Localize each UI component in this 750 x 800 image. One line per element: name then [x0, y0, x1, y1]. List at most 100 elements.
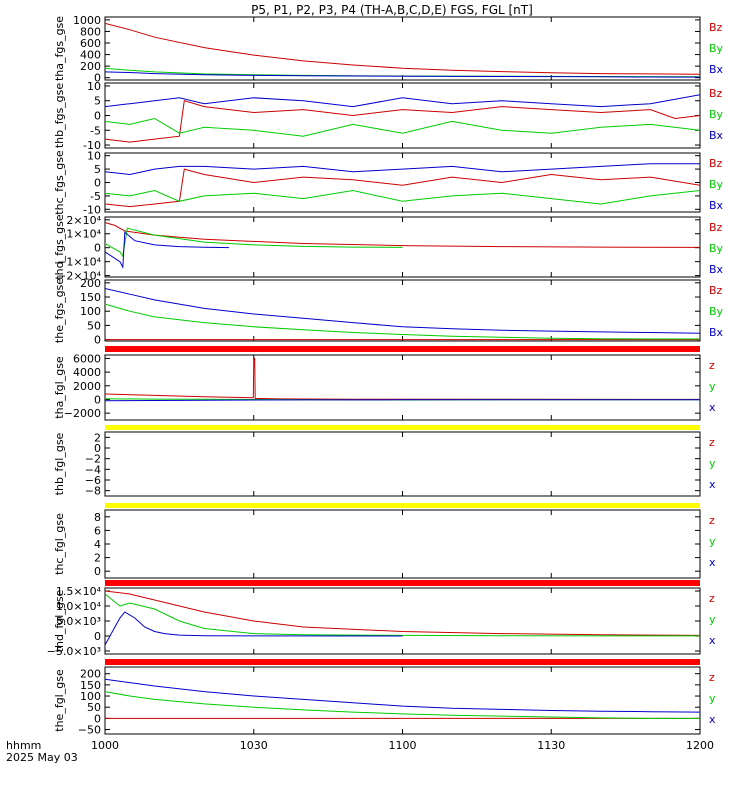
- y-tick-label: 600: [80, 37, 101, 50]
- y-axis-label: the_fgl_gse: [53, 669, 66, 732]
- legend-y: y: [709, 613, 716, 626]
- panel-thb_fgs: -10 -50 5 10 thb_fgs_gse Bz By Bx: [53, 80, 724, 152]
- separator-bars: [105, 346, 700, 665]
- y-tick-label: 150: [80, 291, 101, 304]
- y-tick-label: −4: [85, 463, 101, 476]
- panel-thd_fgl: −5.0×10³ 0 5.0×10³ 1.0×10⁴ 1.5×10⁴thd_fgl_gs…: [47, 585, 716, 658]
- y-tick-label: −1×10⁴: [57, 256, 101, 269]
- series-Bx: [105, 231, 230, 270]
- y-tick-label: 10: [87, 150, 101, 163]
- legend-By: By: [709, 305, 724, 318]
- series-x: [105, 399, 700, 402]
- legend-Bz: Bz: [709, 157, 723, 170]
- time-label-bottom: 2025 May 03: [6, 751, 78, 764]
- legend-Bz: Bz: [709, 87, 723, 100]
- separator-bar: [105, 503, 700, 508]
- panel-frame: [104, 509, 701, 579]
- panel-frame: [104, 152, 701, 213]
- legend-Bx: Bx: [709, 326, 724, 339]
- x-tick-label: 1100: [389, 739, 417, 752]
- y-tick-label: 100: [80, 690, 101, 703]
- series-By: [105, 227, 403, 258]
- y-tick-label: 2: [94, 552, 101, 565]
- legend-y: y: [709, 457, 716, 470]
- y-tick-label: 200: [80, 60, 101, 73]
- y-tick-label: 0: [94, 712, 101, 725]
- y-tick-label: -5: [90, 190, 101, 203]
- legend-By: By: [709, 242, 724, 255]
- series-x: [105, 678, 700, 713]
- series-By: [105, 117, 700, 137]
- y-tick-label: 0: [94, 565, 101, 578]
- legend-x: x: [709, 478, 716, 491]
- legend-z: z: [709, 671, 715, 684]
- y-tick-label: 6: [94, 524, 101, 537]
- legend-By: By: [709, 108, 724, 121]
- y-tick-label: 1×10⁴: [66, 228, 101, 241]
- time-label-top: hhmm: [6, 739, 41, 752]
- separator-bar: [105, 659, 700, 665]
- series-Bx: [105, 288, 700, 334]
- y-tick-label: 5: [94, 163, 101, 176]
- legend-Bz: Bz: [709, 21, 723, 34]
- time-axis: 1000 1030 1100 1130 1200: [91, 739, 714, 752]
- y-tick-label: 0: [94, 393, 101, 406]
- y-tick-label: 1.0×10⁴: [56, 600, 102, 613]
- y-tick-label: 800: [80, 25, 101, 38]
- y-tick-label: 5.0×10³: [56, 615, 101, 628]
- panel-frame: [104, 16, 701, 81]
- series-By: [105, 67, 700, 78]
- x-tick-label: 1200: [686, 739, 714, 752]
- y-tick-label: 50: [87, 319, 101, 332]
- legend-x: x: [709, 634, 716, 647]
- series-y: [105, 593, 700, 637]
- series-x: [105, 611, 403, 646]
- series-Bz: [105, 168, 700, 208]
- y-tick-label: 400: [80, 49, 101, 62]
- y-tick-label: -10: [83, 203, 101, 216]
- series-z: [105, 357, 700, 400]
- panel-frame: [104, 82, 701, 149]
- y-tick-label: 0: [94, 334, 101, 347]
- separator-bar: [105, 425, 700, 430]
- legend-z: z: [709, 436, 715, 449]
- legend-x: x: [709, 401, 716, 414]
- y-tick-label: 8: [94, 511, 101, 524]
- y-axis-label: thb_fgl_gse: [53, 432, 66, 495]
- y-tick-label: 0: [94, 630, 101, 643]
- legend-By: By: [709, 178, 724, 191]
- y-tick-label: 0: [94, 177, 101, 190]
- series-y: [105, 691, 700, 719]
- series-Bx: [105, 94, 700, 108]
- plot-title: P5, P1, P2, P3, P4 (TH-A,B,C,D,E) FGS, F…: [251, 3, 533, 17]
- y-tick-label: 4000: [73, 366, 101, 379]
- y-tick-label: 6000: [73, 352, 101, 365]
- legend-z: z: [709, 359, 715, 372]
- legend-x: x: [709, 713, 716, 726]
- y-tick-label: -5: [90, 124, 101, 137]
- y-tick-label: −6: [85, 474, 101, 487]
- y-tick-label: −2: [85, 453, 101, 466]
- panel-frame: [104, 587, 701, 655]
- y-tick-label: 100: [80, 305, 101, 318]
- legend-By: By: [709, 42, 724, 55]
- series-Bz: [105, 22, 700, 75]
- legend-x: x: [709, 556, 716, 569]
- legend-y: y: [709, 380, 716, 393]
- legend-Bz: Bz: [709, 284, 723, 297]
- y-tick-label: 2000: [73, 380, 101, 393]
- legend-y: y: [709, 692, 716, 705]
- y-tick-label: 2×10⁴: [66, 214, 101, 227]
- y-axis-label: the_fgs_gse: [53, 278, 66, 343]
- y-tick-label: −8: [85, 485, 101, 498]
- y-tick-label: 4: [94, 538, 101, 551]
- y-tick-label: 1000: [73, 14, 101, 27]
- y-axis-label: thc_fgl_gse: [53, 513, 66, 575]
